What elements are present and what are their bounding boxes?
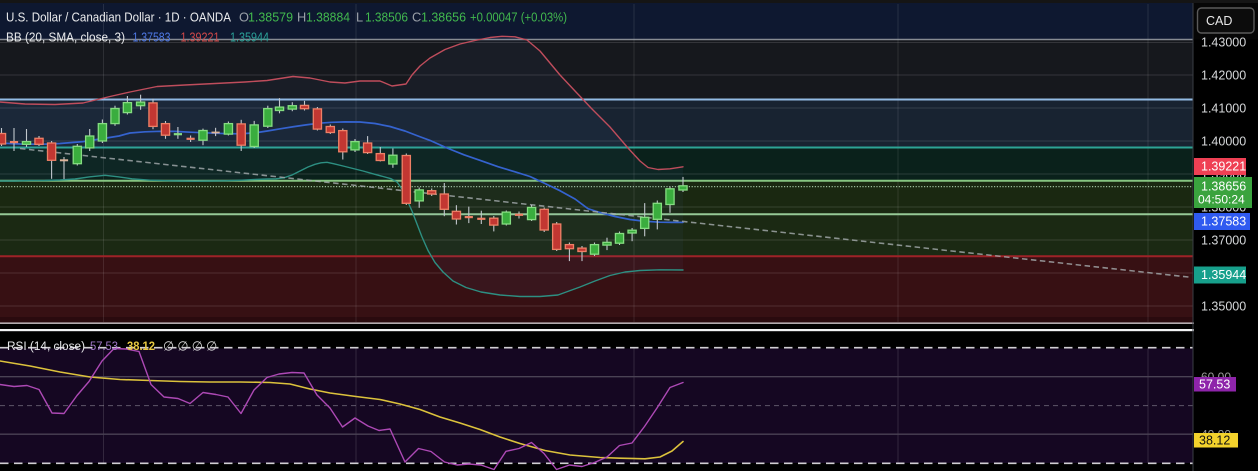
svg-text:CAD: CAD xyxy=(1206,14,1232,28)
svg-text:1.39221: 1.39221 xyxy=(1201,160,1246,174)
svg-text:C: C xyxy=(412,10,421,25)
svg-text:1.38884: 1.38884 xyxy=(306,10,350,25)
svg-text:BB (20, SMA, close, 3): BB (20, SMA, close, 3) xyxy=(6,30,125,45)
svg-text:1.40000: 1.40000 xyxy=(1201,135,1246,149)
svg-text:1.42000: 1.42000 xyxy=(1201,69,1246,83)
svg-text:+0.00047 (+0.03%): +0.00047 (+0.03%) xyxy=(470,10,567,25)
svg-text:57.53: 57.53 xyxy=(90,339,118,353)
svg-text:1.43000: 1.43000 xyxy=(1201,36,1246,50)
svg-text:1.38506: 1.38506 xyxy=(365,10,408,25)
svg-text:1.41000: 1.41000 xyxy=(1201,102,1246,116)
svg-text:1.37000: 1.37000 xyxy=(1201,234,1246,248)
svg-text:1.35944: 1.35944 xyxy=(230,30,269,45)
svg-text:RSI (14, close): RSI (14, close) xyxy=(7,339,85,353)
svg-text:∅ ∅ ∅ ∅: ∅ ∅ ∅ ∅ xyxy=(163,339,217,354)
svg-text:O: O xyxy=(239,10,249,25)
svg-text:1.38579: 1.38579 xyxy=(248,10,293,25)
svg-text:38.12: 38.12 xyxy=(127,339,155,353)
svg-text:1.38656: 1.38656 xyxy=(421,10,466,25)
svg-text:57.53: 57.53 xyxy=(1199,378,1230,392)
svg-text:1.35000: 1.35000 xyxy=(1201,300,1246,314)
svg-text:L: L xyxy=(356,10,363,25)
svg-text:1.37583: 1.37583 xyxy=(1201,215,1246,229)
svg-text:38.12: 38.12 xyxy=(1199,434,1230,448)
svg-text:1.39221: 1.39221 xyxy=(181,30,220,45)
svg-text:1.35944: 1.35944 xyxy=(1201,268,1246,282)
svg-text:H: H xyxy=(297,10,306,25)
svg-text:1.37583: 1.37583 xyxy=(133,30,171,45)
svg-text:04:50:24: 04:50:24 xyxy=(1198,193,1245,207)
svg-text:1.38656: 1.38656 xyxy=(1201,180,1246,194)
svg-text:U.S. Dollar / Canadian Dollar: U.S. Dollar / Canadian Dollar · 1D · OAN… xyxy=(6,10,231,25)
